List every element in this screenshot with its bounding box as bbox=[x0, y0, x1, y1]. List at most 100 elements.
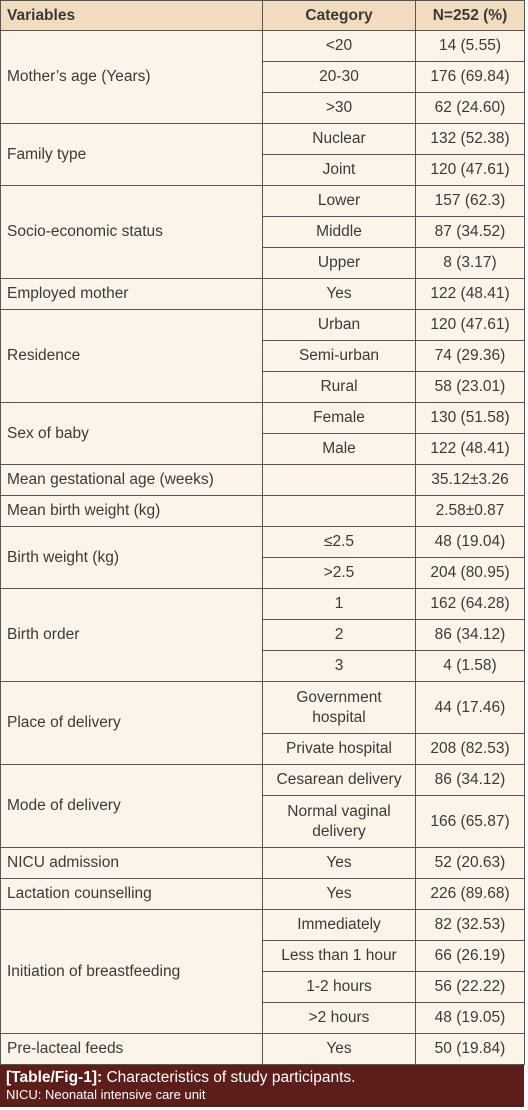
table-row: Semi-urban 74 (29.36) bbox=[1, 340, 525, 372]
variable-cell: Mode of delivery bbox=[0, 764, 263, 848]
category-cell: Nuclear bbox=[262, 123, 416, 155]
value-cell: 4 (1.58) bbox=[415, 650, 525, 682]
category-cell: Yes bbox=[262, 278, 416, 310]
table-row: Mean gestational age (weeks) 35.12±3.26 bbox=[0, 464, 525, 496]
table-row: Residence Urban 120 (47.61) bbox=[0, 309, 525, 403]
category-cell: Middle bbox=[262, 216, 416, 248]
table-row: Sex of baby Female 130 (51.58) bbox=[0, 402, 525, 465]
table-row: Rural 58 (23.01) bbox=[1, 371, 525, 403]
variable-cell: Lactation counselling bbox=[0, 878, 263, 910]
value-cell: 48 (19.05) bbox=[415, 1002, 525, 1034]
category-cell: Female bbox=[262, 402, 416, 434]
variable-cell: Family type bbox=[0, 123, 263, 186]
variable-cell: Birth order bbox=[0, 588, 263, 682]
variable-cell: Mean birth weight (kg) bbox=[0, 495, 263, 527]
category-cell bbox=[262, 495, 416, 527]
category-cell: Semi-urban bbox=[262, 340, 416, 372]
table-row: >30 62 (24.60) bbox=[1, 92, 525, 124]
value-cell: 52 (20.63) bbox=[415, 847, 525, 879]
category-cell: Lower bbox=[262, 185, 416, 217]
value-cell: 44 (17.46) bbox=[415, 681, 525, 734]
category-cell: Yes bbox=[262, 847, 416, 879]
value-cell: 14 (5.55) bbox=[415, 30, 525, 62]
value-cell: 130 (51.58) bbox=[415, 402, 525, 434]
table-row: 1-2 hours 56 (22.22) bbox=[1, 971, 525, 1003]
value-cell: 120 (47.61) bbox=[415, 309, 525, 341]
category-cell: 20-30 bbox=[262, 61, 416, 93]
value-cell: 157 (62.3) bbox=[415, 185, 525, 217]
category-cell: 2 bbox=[262, 619, 416, 651]
table-row: Private hospital 208 (82.53) bbox=[1, 733, 525, 765]
category-cell: Yes bbox=[262, 878, 416, 910]
table-row: Pre-lacteal feeds Yes 50 (19.84) bbox=[0, 1033, 525, 1065]
variable-cell: Employed mother bbox=[0, 278, 263, 310]
variable-cell: Mean gestational age (weeks) bbox=[0, 464, 263, 496]
table-row: >2.5 204 (80.95) bbox=[1, 557, 525, 589]
category-cell: Upper bbox=[262, 247, 416, 279]
table-row: Less than 1 hour 66 (26.19) bbox=[1, 940, 525, 972]
table-row: Mode of delivery Cesarean delivery 86 (34.… bbox=[0, 764, 525, 848]
value-cell: 62 (24.60) bbox=[415, 92, 525, 124]
value-cell: 226 (89.68) bbox=[415, 878, 525, 910]
table-row: Joint 120 (47.61) bbox=[1, 154, 525, 186]
variable-cell: Sex of baby bbox=[0, 402, 263, 465]
category-cell: Male bbox=[262, 433, 416, 465]
variable-cell: Birth weight (kg) bbox=[0, 526, 263, 589]
category-cell: Government hospital bbox=[262, 681, 416, 734]
table-row: Lactation counselling Yes 226 (89.68) bbox=[0, 878, 525, 910]
variable-cell: Mother’s age (Years) bbox=[0, 30, 263, 124]
variable-cell: Initiation of breastfeeding bbox=[0, 909, 263, 1034]
value-cell: 122 (48.41) bbox=[415, 433, 525, 465]
table-row: Mean birth weight (kg) 2.58±0.87 bbox=[0, 495, 525, 527]
value-cell: 86 (34.12) bbox=[415, 619, 525, 651]
table-row: Birth weight (kg) ≤2.5 48 (19.04) bbox=[0, 526, 525, 589]
category-cell: ≤2.5 bbox=[262, 526, 416, 558]
caption: [Table/Fig-1]: Characteristics of study … bbox=[0, 1065, 524, 1107]
category-cell: Rural bbox=[262, 371, 416, 403]
value-cell: 35.12±3.26 bbox=[415, 464, 525, 496]
value-cell: 162 (64.28) bbox=[415, 588, 525, 620]
category-cell: >2 hours bbox=[262, 1002, 416, 1034]
table-row: Middle 87 (34.52) bbox=[1, 216, 525, 248]
category-cell: Less than 1 hour bbox=[262, 940, 416, 972]
category-cell: >30 bbox=[262, 92, 416, 124]
category-cell: Private hospital bbox=[262, 733, 416, 765]
table-row: Mother’s age (Years) <20 14 (5.55) bbox=[0, 30, 525, 124]
category-cell: 1-2 hours bbox=[262, 971, 416, 1003]
table-row: Socio-economic status Lower 157 (62.3) bbox=[0, 185, 525, 279]
caption-title: Characteristics of study participants. bbox=[106, 1069, 356, 1086]
table-row: Family type Nuclear 132 (52.38) bbox=[0, 123, 525, 186]
table-row: Initiation of breastfeeding Immediately 82… bbox=[0, 909, 525, 1034]
table-row: >2 hours 48 (19.05) bbox=[1, 1002, 525, 1034]
value-cell: 74 (29.36) bbox=[415, 340, 525, 372]
category-cell bbox=[262, 464, 416, 496]
variable-cell: Socio-economic status bbox=[0, 185, 263, 279]
table-body: Mother’s age (Years) <20 14 (5.55) 20-30 176… bbox=[0, 30, 525, 1065]
category-cell: 1 bbox=[262, 588, 416, 620]
value-cell: 132 (52.38) bbox=[415, 123, 525, 155]
table-row: Place of delivery Government hospital 44 (… bbox=[0, 681, 525, 765]
category-cell: 3 bbox=[262, 650, 416, 682]
table-row: Upper 8 (3.17) bbox=[1, 247, 525, 279]
value-cell: 87 (34.52) bbox=[415, 216, 525, 248]
value-cell: 66 (26.19) bbox=[415, 940, 525, 972]
value-cell: 2.58±0.87 bbox=[415, 495, 525, 527]
variable-cell: Residence bbox=[0, 309, 263, 403]
variable-cell: Place of delivery bbox=[0, 681, 263, 765]
value-cell: 58 (23.01) bbox=[415, 371, 525, 403]
value-cell: 50 (19.84) bbox=[415, 1033, 525, 1065]
table-row: NICU admission Yes 52 (20.63) bbox=[0, 847, 525, 879]
category-cell: Joint bbox=[262, 154, 416, 186]
value-cell: 122 (48.41) bbox=[415, 278, 525, 310]
table-row: Male 122 (48.41) bbox=[1, 433, 525, 465]
category-cell: Cesarean delivery bbox=[262, 764, 416, 796]
variable-cell: NICU admission bbox=[0, 847, 263, 879]
value-cell: 120 (47.61) bbox=[415, 154, 525, 186]
value-cell: 176 (69.84) bbox=[415, 61, 525, 93]
table-row: 20-30 176 (69.84) bbox=[1, 61, 525, 93]
table-row: Employed mother Yes 122 (48.41) bbox=[0, 278, 525, 310]
header-cell: Variables bbox=[0, 0, 263, 31]
value-cell: 166 (65.87) bbox=[415, 795, 525, 848]
